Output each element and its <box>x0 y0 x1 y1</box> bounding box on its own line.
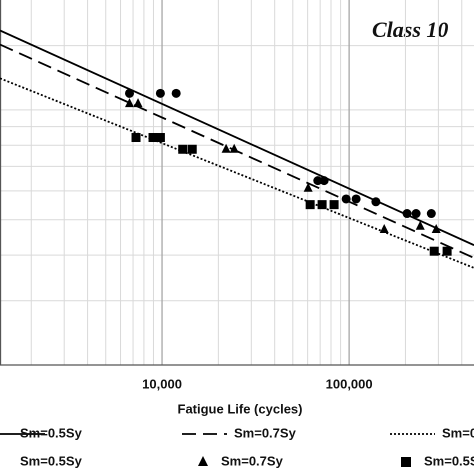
legend-label: Sm=0.7Sy <box>234 425 297 440</box>
marker <box>229 143 239 153</box>
marker <box>148 133 158 143</box>
legend-label: Sm=0.5Sy <box>424 453 474 468</box>
marker <box>317 200 327 210</box>
marker <box>133 98 143 108</box>
legend-label: Sm=0.5Sy <box>20 425 83 440</box>
legend-label: Sm=0.5Sy <box>20 453 83 468</box>
marker <box>329 200 339 210</box>
marker <box>125 98 135 108</box>
marker <box>431 224 441 234</box>
marker <box>341 194 351 204</box>
marker <box>379 224 389 234</box>
marker <box>351 194 361 204</box>
legend-label: Sm=0.7Sy <box>221 453 284 468</box>
chart-title: Class 10 <box>372 17 448 42</box>
marker <box>319 176 329 186</box>
marker <box>313 176 323 186</box>
marker <box>402 209 412 219</box>
marker <box>155 133 165 143</box>
marker <box>171 88 181 98</box>
marker <box>198 456 208 466</box>
marker <box>303 182 313 192</box>
x-tick-label: 10,000 <box>142 376 182 391</box>
marker <box>442 246 452 256</box>
x-axis-label: Fatigue Life (cycles) <box>178 401 303 416</box>
grid <box>0 0 474 365</box>
marker <box>411 209 421 219</box>
marker <box>401 457 411 467</box>
marker <box>131 133 141 143</box>
x-tick-label: 100,000 <box>326 376 373 391</box>
marker <box>305 200 315 210</box>
marker <box>426 209 436 219</box>
marker <box>221 143 231 153</box>
marker <box>415 220 425 230</box>
marker <box>178 144 188 154</box>
marker <box>371 197 381 207</box>
marker <box>125 88 135 98</box>
series-line <box>0 29 474 246</box>
marker <box>429 246 439 256</box>
legend-label: Sm=0.3Sy <box>442 425 474 440</box>
marker <box>187 144 197 154</box>
series-line <box>0 77 474 269</box>
marker <box>155 88 165 98</box>
